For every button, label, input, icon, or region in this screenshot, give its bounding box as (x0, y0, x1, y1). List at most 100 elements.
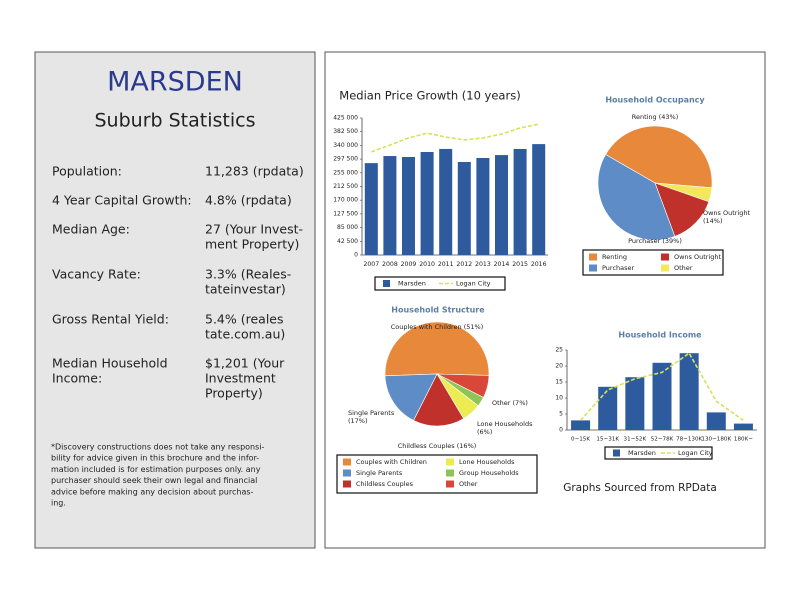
stat-label: 4 Year Capital Growth: (52, 193, 192, 208)
x-tick-label: 180K~ (734, 437, 753, 443)
legend-swatch (613, 449, 620, 457)
stat-value: 27 (Your Invest- (205, 222, 303, 237)
x-tick-label: 2015 (512, 261, 528, 268)
pie-slice (384, 373, 438, 421)
line-series (579, 352, 744, 422)
bar (706, 412, 726, 430)
slice-label: Single Parents (17%) (348, 409, 396, 425)
y-tick-label: 5 (559, 411, 563, 418)
stat-value: ment Property) (205, 237, 299, 252)
legend-swatch (343, 480, 351, 488)
bar (439, 148, 453, 255)
stat-value: 5.4% (reales (205, 312, 284, 327)
y-tick-label: 20 (555, 363, 563, 370)
bar (598, 386, 618, 430)
y-tick-label: 340 000 (333, 142, 358, 149)
bar (532, 144, 546, 255)
bar (494, 155, 509, 255)
y-tick-label: 255 000 (333, 169, 358, 176)
stat-value: tateinvestar) (205, 282, 286, 297)
pie-slice (605, 125, 713, 189)
bar (652, 362, 672, 430)
stat-value: 11,283 (rpdata) (205, 164, 304, 179)
legend-swatch (343, 469, 351, 477)
stat-label: Gross Rental Yield: (52, 312, 169, 327)
stat-value: Investment (205, 371, 276, 386)
pie-slice (413, 373, 465, 427)
chart-title: Household Income (618, 331, 702, 340)
bar (420, 152, 434, 255)
x-tick-label: 2012 (456, 261, 472, 268)
legend-label: Logan City (456, 280, 491, 288)
legend-label: Marsden (398, 280, 426, 288)
stat-value: 3.3% (Reales- (205, 267, 291, 282)
legend-swatch (383, 280, 390, 287)
legend-label: Purchaser (602, 264, 635, 272)
legend-swatch (589, 264, 597, 272)
bar (457, 162, 471, 255)
footnote-line: purchaser should seek their own legal an… (51, 476, 257, 485)
stat-label: Population: (52, 164, 122, 179)
x-tick-label: 2008 (382, 261, 398, 268)
legend-box (604, 446, 713, 460)
pie-slice (597, 154, 676, 241)
x-tick-label: 31~52K (624, 437, 647, 443)
chart-title: Household Structure (391, 306, 485, 315)
x-tick-label: 2016 (531, 261, 547, 268)
x-tick-label: 2013 (475, 261, 491, 268)
slice-label: Renting (43%) (632, 113, 679, 121)
stat-value: tate.com.au) (205, 327, 285, 342)
sidebar-panel (34, 51, 316, 549)
legend-swatch (446, 480, 454, 488)
stat-value: 4.8% (rpdata) (205, 193, 292, 208)
legend-swatch (589, 253, 597, 261)
stat-label: Median Age: (52, 222, 130, 237)
y-tick-label: 85 000 (337, 224, 358, 231)
y-tick-label: 25 (555, 347, 563, 354)
x-tick-label: 52~78K (651, 437, 674, 443)
stat-value: Property) (205, 386, 263, 401)
y-tick-label: 0 (354, 252, 358, 259)
bar (364, 163, 378, 255)
x-tick-label: 2007 (363, 261, 379, 268)
slice-label: Purchaser (39%) (628, 237, 682, 245)
bar (733, 423, 753, 430)
legend-label: Lone Households (459, 458, 515, 466)
legend-swatch (661, 264, 669, 272)
y-tick-label: 42 500 (337, 238, 358, 245)
y-tick-label: 425 000 (333, 115, 358, 122)
legend-swatch (446, 469, 454, 477)
bar (401, 157, 416, 255)
x-tick-label: 130~180K (701, 437, 731, 443)
footnote-line: ing. (51, 499, 66, 508)
legend-label: Other (459, 480, 478, 488)
y-tick-label: 297 500 (333, 156, 358, 163)
stat-label: Median Household (52, 356, 168, 371)
source-note: Graphs Sourced from RPData (563, 482, 717, 494)
chart-title: Household Occupancy (605, 96, 705, 105)
slice-label: Lone Households (6%) (477, 420, 535, 436)
x-tick-label: 2014 (494, 261, 510, 268)
sidebar-subtitle: Suburb Statistics (95, 110, 256, 132)
line-series (371, 123, 539, 153)
legend-swatch (446, 458, 454, 466)
legend-label: Childless Couples (356, 480, 414, 488)
legend-label: Group Households (459, 469, 519, 477)
y-tick-label: 212 500 (333, 183, 358, 190)
legend-swatch (661, 253, 669, 261)
y-tick-label: 10 (555, 395, 563, 402)
legend-label: Other (674, 264, 693, 272)
y-tick-label: 127 500 (333, 210, 358, 217)
legend-box (582, 249, 724, 276)
legend-box (336, 454, 538, 494)
y-tick-label: 0 (559, 427, 563, 434)
x-tick-label: 2011 (438, 261, 454, 268)
pie-slice (384, 321, 490, 377)
bar (476, 157, 490, 255)
legend-label: Couples with Children (356, 458, 427, 466)
x-tick-label: 2009 (401, 261, 417, 268)
slice-label: Owns Outright (14%) (703, 209, 752, 225)
stat-value: $1,201 (Your (205, 356, 285, 371)
legend-label: Marsden (628, 449, 656, 457)
